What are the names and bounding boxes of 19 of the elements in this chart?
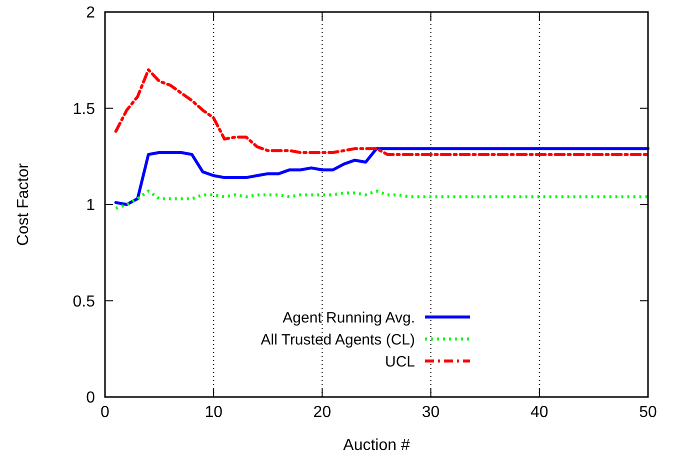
x-tick-label: 0: [100, 404, 110, 421]
x-tick-label: 40: [530, 404, 548, 421]
y-tick-label: 0: [86, 390, 96, 407]
x-axis-title: Auction #: [343, 437, 410, 454]
x-tick-label: 50: [639, 404, 657, 421]
legend-label: UCL: [384, 353, 415, 370]
line-series: [114, 190, 650, 210]
line-series: [114, 147, 650, 206]
x-tick-label: 30: [422, 404, 440, 421]
y-tick-label: 2: [86, 4, 96, 22]
legend-label: Agent Running Avg.: [282, 309, 415, 326]
y-tick-label: 1.5: [72, 100, 96, 118]
y-tick-label: 0.5: [72, 293, 96, 310]
y-axis-title: Cost Factor: [15, 162, 32, 246]
x-tick-label: 20: [313, 404, 332, 421]
x-tick-label: 10: [204, 404, 223, 421]
y-tick-label: 1: [86, 197, 96, 214]
line-series: [114, 68, 650, 156]
legend-label: All Trusted Agents (CL): [260, 331, 416, 348]
